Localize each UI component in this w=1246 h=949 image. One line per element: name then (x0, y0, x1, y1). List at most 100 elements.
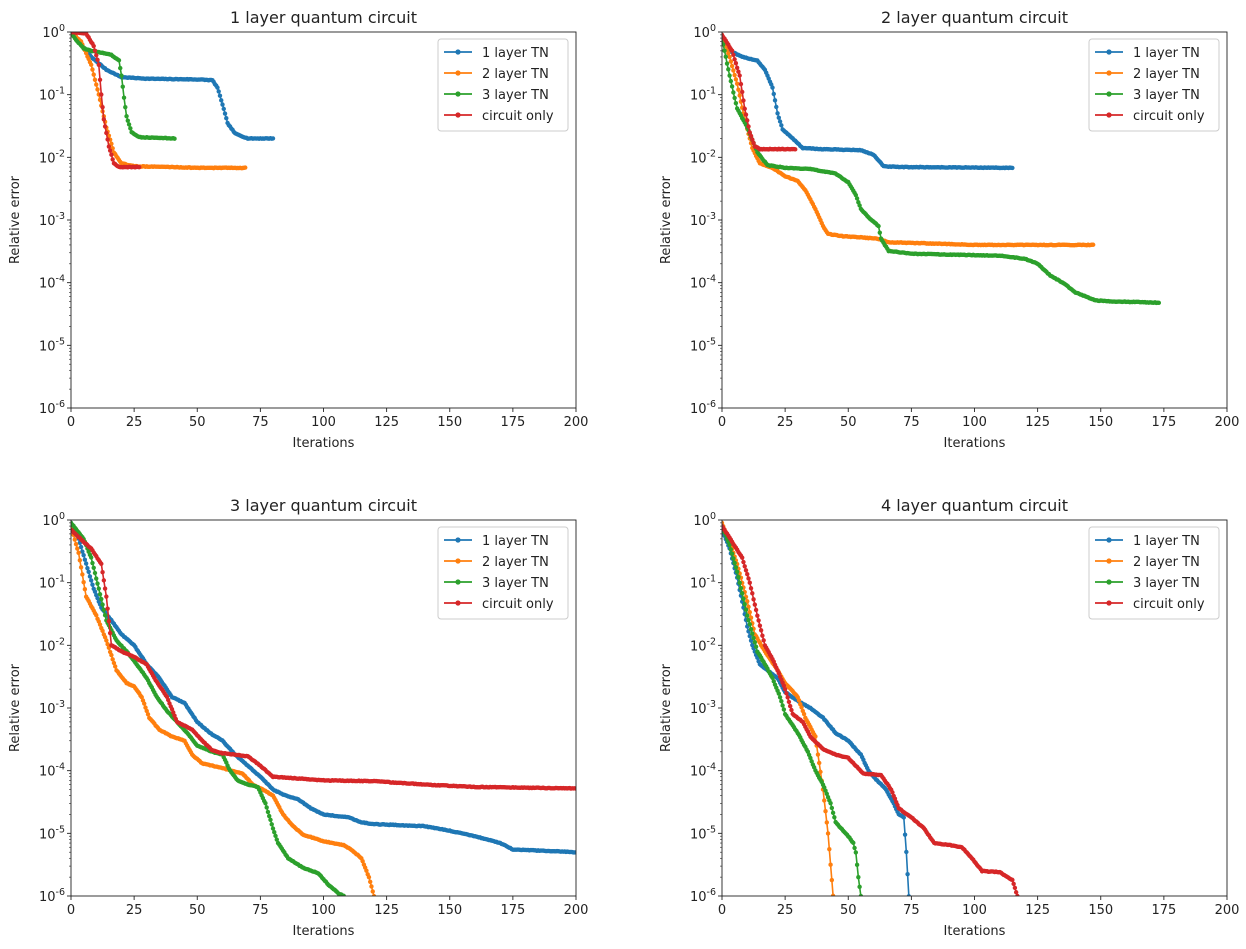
data-point (109, 141, 114, 146)
y-axis-label: Relative error (8, 663, 23, 752)
legend: 1 layer TN 2 layer TN 3 layer TN circuit on… (437, 38, 569, 132)
data-point (733, 565, 739, 570)
data-point (217, 93, 223, 98)
x-tick-label: 200 (1215, 415, 1240, 430)
data-point (104, 638, 109, 643)
data-point (370, 889, 375, 894)
x-tick-label: 200 (564, 903, 589, 918)
data-point (95, 581, 100, 586)
data-point (755, 613, 760, 618)
legend-marker (1106, 112, 1112, 118)
data-point (734, 81, 740, 86)
axes-frame (70, 31, 577, 409)
y-tick-label: 10-3 (690, 699, 716, 717)
data-point (761, 638, 766, 643)
data-point (772, 98, 778, 103)
data-point (732, 95, 737, 101)
data-point (829, 877, 835, 883)
data-point (801, 711, 807, 717)
x-tick-label: 50 (189, 903, 206, 918)
series-line-3-layer-tn (71, 522, 344, 896)
data-point (81, 580, 86, 585)
data-point (77, 558, 83, 563)
y-tick-label: 10-1 (690, 86, 716, 104)
y-tick-label: 10-3 (690, 211, 716, 229)
data-point (78, 565, 84, 570)
data-point (789, 707, 794, 713)
data-point (99, 596, 104, 602)
y-tick-label: 10-5 (690, 824, 716, 842)
legend-marker (1106, 558, 1112, 564)
data-point (82, 587, 88, 592)
data-point (753, 644, 759, 649)
data-point (107, 148, 113, 153)
data-point (1015, 893, 1020, 896)
data-point (270, 136, 276, 141)
data-point (92, 570, 98, 576)
data-point (747, 622, 752, 627)
data-point (136, 164, 142, 170)
y-tick-label: 10-2 (690, 636, 716, 654)
legend-label: 1 layer TN (1133, 534, 1200, 549)
data-point (751, 597, 756, 602)
data-point (757, 623, 763, 628)
data-point (723, 54, 728, 59)
data-point (776, 671, 782, 676)
plot-area (722, 32, 1162, 306)
data-point (828, 862, 833, 867)
data-point (727, 542, 732, 548)
data-point (781, 683, 787, 688)
data-point (111, 660, 117, 666)
x-tick-label: 125 (1025, 415, 1050, 430)
data-point (1013, 890, 1019, 895)
x-tick-label: 25 (126, 903, 143, 918)
data-point (830, 893, 836, 896)
axes-frame (721, 31, 1228, 409)
data-point (272, 829, 277, 835)
data-point (273, 833, 278, 839)
data-point (853, 192, 859, 198)
legend-label: 3 layer TN (482, 576, 549, 591)
data-point (100, 570, 105, 575)
data-point (784, 691, 789, 696)
data-point (121, 95, 127, 100)
x-tick-label: 100 (311, 415, 336, 430)
x-axis-label: Iterations (944, 924, 1006, 939)
data-point (736, 69, 741, 74)
x-tick-label: 150 (437, 415, 462, 430)
legend-marker (1106, 91, 1112, 97)
data-point (728, 78, 734, 84)
data-point (366, 874, 372, 880)
legend-marker (455, 70, 461, 76)
y-tick-label: 10-1 (690, 574, 716, 592)
legend-box (1088, 526, 1220, 620)
data-point (796, 698, 802, 703)
data-point (729, 63, 735, 69)
data-point (263, 801, 268, 806)
data-point (268, 817, 273, 823)
legend-marker (1106, 537, 1112, 543)
data-point (770, 85, 775, 90)
data-point (731, 52, 736, 57)
data-point (1156, 300, 1162, 306)
y-axis-label: Relative error (659, 175, 674, 264)
data-point (827, 846, 832, 852)
subplot-4: 4 layer quantum circuit 0 25 50 75 100 125 150 1… (659, 496, 1239, 939)
data-point (813, 734, 818, 739)
data-point (90, 67, 95, 72)
data-point (85, 565, 90, 571)
legend-label: circuit only (482, 597, 554, 612)
data-point (83, 50, 89, 56)
y-tick-label: 10-5 (690, 336, 716, 354)
x-tick-label: 175 (1151, 415, 1176, 430)
data-point (740, 591, 745, 596)
y-tick-label: 10-6 (39, 399, 65, 417)
data-point (722, 42, 726, 47)
data-point (782, 687, 788, 692)
data-point (775, 111, 780, 116)
y-tick-label: 10-6 (690, 887, 716, 905)
data-point (371, 893, 377, 896)
x-tick-label: 0 (718, 903, 726, 918)
legend-label: 3 layer TN (1133, 88, 1200, 103)
data-point (823, 809, 828, 814)
